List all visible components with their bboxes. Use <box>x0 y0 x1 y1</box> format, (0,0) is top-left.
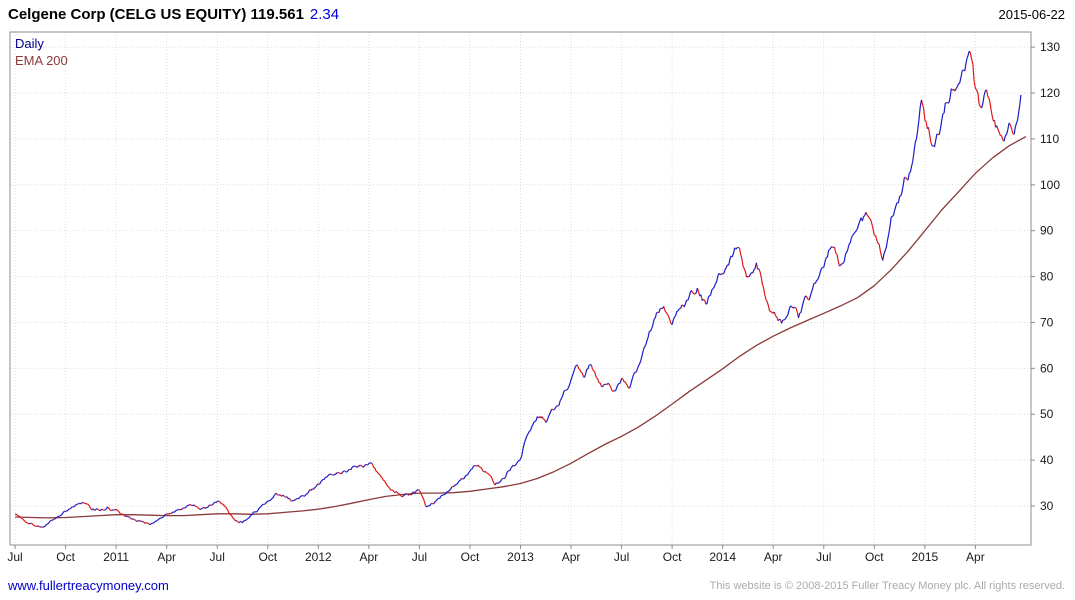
svg-text:Apr: Apr <box>157 550 176 564</box>
svg-text:30: 30 <box>1040 499 1054 513</box>
chart-legend: Daily EMA 200 <box>15 35 68 69</box>
legend-ema-200: EMA 200 <box>15 53 68 68</box>
price-change: 2.34 <box>309 6 340 23</box>
svg-text:Apr: Apr <box>562 550 581 564</box>
svg-text:120: 120 <box>1040 86 1060 100</box>
fullertreacymoney-link[interactable]: www.fullertreacymoney.com <box>8 578 169 593</box>
svg-text:Apr: Apr <box>764 550 783 564</box>
svg-text:80: 80 <box>1040 270 1054 284</box>
chart-title: Celgene Corp (CELG US EQUITY) 119.561 2.3… <box>8 6 339 23</box>
svg-text:110: 110 <box>1040 132 1059 146</box>
svg-text:Jul: Jul <box>210 550 225 564</box>
svg-text:Jul: Jul <box>614 550 629 564</box>
svg-text:40: 40 <box>1040 453 1054 467</box>
svg-text:Apr: Apr <box>360 550 379 564</box>
svg-text:Jul: Jul <box>816 550 831 564</box>
svg-text:Oct: Oct <box>461 550 480 564</box>
svg-text:2012: 2012 <box>305 550 332 564</box>
instrument-name-and-price: Celgene Corp (CELG US EQUITY) 119.561 <box>8 6 304 23</box>
legend-daily: Daily <box>15 36 44 51</box>
svg-text:Jul: Jul <box>7 550 22 564</box>
svg-text:Oct: Oct <box>865 550 884 564</box>
svg-text:Oct: Oct <box>663 550 682 564</box>
svg-text:60: 60 <box>1040 361 1054 375</box>
svg-text:Oct: Oct <box>56 550 75 564</box>
svg-text:2013: 2013 <box>507 550 534 564</box>
svg-text:50: 50 <box>1040 407 1054 421</box>
svg-text:Apr: Apr <box>966 550 985 564</box>
svg-text:Oct: Oct <box>258 550 277 564</box>
svg-text:70: 70 <box>1040 315 1054 329</box>
svg-text:130: 130 <box>1040 40 1060 54</box>
svg-text:2014: 2014 <box>709 550 736 564</box>
copyright-notice: This website is © 2008-2015 Fuller Treac… <box>709 580 1065 592</box>
chart-date: 2015-06-22 <box>998 7 1066 22</box>
svg-text:2015: 2015 <box>912 550 939 564</box>
svg-text:100: 100 <box>1040 178 1060 192</box>
svg-text:Jul: Jul <box>412 550 427 564</box>
svg-text:2011: 2011 <box>103 550 129 564</box>
svg-text:90: 90 <box>1040 224 1054 238</box>
